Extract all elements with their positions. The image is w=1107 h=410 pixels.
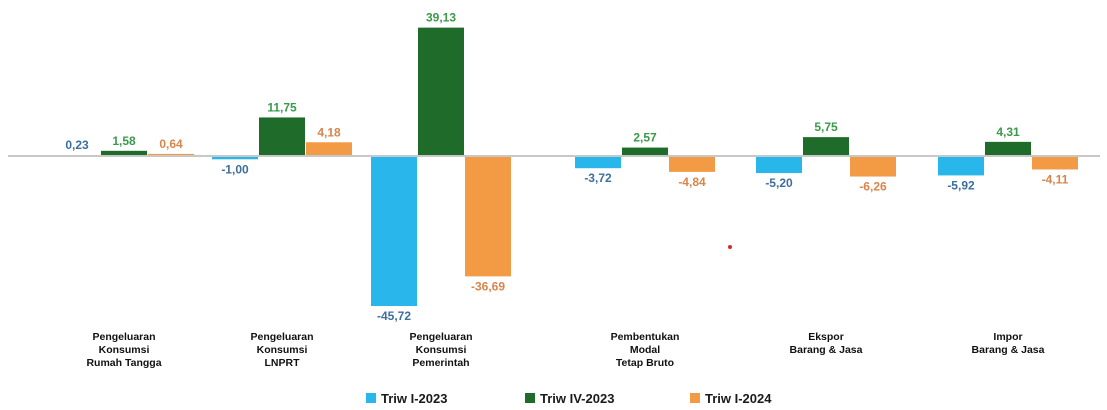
category-labels-layer: Pengeluaran Konsumsi Rumah TanggaPengeluar… xyxy=(86,331,1044,369)
bar-s1-c3 xyxy=(371,156,417,306)
category-label-line: Barang & Jasa xyxy=(972,344,1045,356)
bar-s1-c2 xyxy=(212,156,258,160)
legend-label-2: Triw IV-2023 xyxy=(540,391,614,406)
category-label-line: Tetap Bruto xyxy=(616,357,674,369)
value-label-s3-c5: -6,26 xyxy=(859,180,887,194)
legend: Triw I-2023 Triw IV-2023 Triw I-2024 xyxy=(366,391,772,406)
value-label-s3-c3: -36,69 xyxy=(471,279,505,293)
category-label-line: Pemerintah xyxy=(412,357,469,369)
value-label-s3-c6: -4,11 xyxy=(1042,172,1069,186)
value-label-s2-c4: 2,57 xyxy=(633,131,657,145)
category-label-5: Ekspor Barang & Jasa xyxy=(790,331,863,356)
value-label-s1-c6: -5,92 xyxy=(947,178,975,192)
bar-s2-c3 xyxy=(418,27,464,157)
bar-s2-c6 xyxy=(985,141,1031,156)
category-label-line: Rumah Tangga xyxy=(86,357,161,369)
bars-layer xyxy=(54,27,1078,306)
category-label-line: Impor xyxy=(993,331,1022,343)
value-label-s1-c5: -5,20 xyxy=(765,176,793,190)
category-label-line: Konsumsi xyxy=(257,344,308,356)
bar-s1-c4 xyxy=(575,156,621,169)
value-label-s1-c2: -1,00 xyxy=(221,162,249,176)
bar-s3-c4 xyxy=(669,156,715,172)
value-label-s2-c6: 4,31 xyxy=(996,125,1020,139)
legend-label-1: Triw I-2023 xyxy=(381,391,447,406)
category-label-line: Pengeluaran xyxy=(409,331,472,343)
category-label-4: Pembentukan Modal Tetap Bruto xyxy=(611,331,680,369)
bar-s3-c6 xyxy=(1032,156,1078,170)
category-label-line: Ekspor xyxy=(808,331,844,343)
bar-s3-c3 xyxy=(465,156,511,277)
bar-s2-c2 xyxy=(259,117,305,156)
category-label-line: Pengeluaran xyxy=(92,331,155,343)
value-label-s2-c3: 39,13 xyxy=(426,11,456,25)
legend-swatch-3 xyxy=(690,393,700,403)
category-label-line: Konsumsi xyxy=(99,344,150,356)
bar-s3-c1 xyxy=(148,153,194,156)
category-label-1: Pengeluaran Konsumsi Rumah Tangga xyxy=(86,331,161,369)
legend-swatch-2 xyxy=(525,393,535,403)
category-label-line: Pengeluaran xyxy=(250,331,313,343)
bar-s1-c5 xyxy=(756,156,802,174)
stray-dot xyxy=(728,245,732,249)
bar-s2-c5 xyxy=(803,137,849,156)
category-label-6: Impor Barang & Jasa xyxy=(972,331,1045,356)
value-label-s2-c1: 1,58 xyxy=(112,134,136,148)
value-label-s1-c4: -3,72 xyxy=(584,171,612,185)
category-label-line: Konsumsi xyxy=(416,344,467,356)
bar-s1-c6 xyxy=(938,156,984,176)
bar-s3-c2 xyxy=(306,142,352,156)
legend-swatch-1 xyxy=(366,393,376,403)
category-label-2: Pengeluaran Konsumsi LNPRT xyxy=(250,331,313,369)
category-label-line: Pembentukan xyxy=(611,331,680,343)
category-label-line: Barang & Jasa xyxy=(790,344,863,356)
bar-s2-c1 xyxy=(101,150,147,156)
value-label-s3-c4: -4,84 xyxy=(678,175,706,189)
bar-s3-c5 xyxy=(850,156,896,177)
value-label-s2-c2: 11,75 xyxy=(267,100,297,114)
value-label-s3-c2: 4,18 xyxy=(317,125,341,139)
value-label-s2-c5: 5,75 xyxy=(814,120,838,134)
category-label-line: LNPRT xyxy=(265,357,301,369)
bar-s2-c4 xyxy=(622,147,668,156)
category-label-3: Pengeluaran Konsumsi Pemerintah xyxy=(409,331,472,369)
legend-label-3: Triw I-2024 xyxy=(705,391,772,406)
value-label-s1-c3: -45,72 xyxy=(377,309,411,323)
value-label-s3-c1: 0,64 xyxy=(159,137,183,151)
value-label-s1-c1: 0,23 xyxy=(65,138,89,152)
category-label-line: Modal xyxy=(630,344,660,356)
value-labels-layer: 0,23 -1,00 -45,72 -3,72 -5,20 -5,92 1,58 11,75 3… xyxy=(65,11,1068,323)
